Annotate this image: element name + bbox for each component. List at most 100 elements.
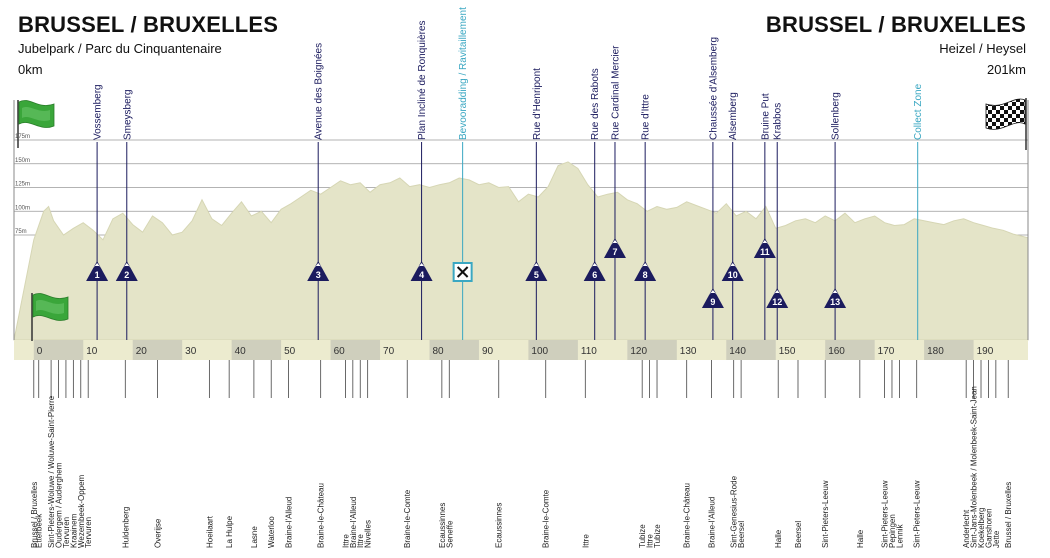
climb-name: Avenue des Boignées <box>314 43 325 140</box>
climb-marker-snow <box>831 290 840 295</box>
place-name: Lasne <box>250 526 259 548</box>
finish-title: BRUSSEL / BRUXELLES <box>765 12 1026 37</box>
climb-marker-icon <box>410 261 433 281</box>
start-flag-icon <box>17 100 55 148</box>
climb-marker-snow <box>122 263 131 268</box>
climb-marker-snow <box>93 263 102 268</box>
climb-number: 4 <box>419 270 424 280</box>
climb-number: 5 <box>534 270 539 280</box>
climb-number: 8 <box>643 270 648 280</box>
climb-marker-icon <box>525 261 548 281</box>
km-axis-block <box>231 340 282 360</box>
x-tick-label: 140 <box>729 346 746 357</box>
climb-name: Rue d'Henripont <box>532 68 543 140</box>
place-name: Braine-le-Château <box>683 483 692 548</box>
place-name: Overijse <box>153 518 162 548</box>
place-name: Sint-Pieters-Leeuw <box>821 480 830 548</box>
start-flag-icon <box>31 293 69 341</box>
place-name: Ittre <box>581 534 590 548</box>
finish-place: Heizel / Heysel <box>939 41 1026 56</box>
place-name: Oudergem / Auderghem <box>55 462 64 548</box>
climb-number: 13 <box>830 297 840 307</box>
climb-name: Rue d'Ittre <box>641 94 652 140</box>
x-tick-label: 100 <box>531 346 548 357</box>
climb-marker-snow <box>417 263 426 268</box>
place-name: Sint-Pieters-Leeuw <box>881 480 890 548</box>
climb-number: 7 <box>612 247 617 257</box>
place-name: Braine-le-Château <box>317 483 326 548</box>
km-axis: 0 10 20 30 40 50 60 70 80 90 100 110 120 130 140 150 160… <box>13 100 1029 360</box>
place-name: Braine-l'Alleud <box>349 497 358 548</box>
place-name: Koekelberg <box>977 508 986 548</box>
climb-marker-icon <box>721 261 744 281</box>
place-name: Tubize <box>653 524 662 548</box>
climb-number: 12 <box>772 297 782 307</box>
climb-marker-snow <box>610 240 619 245</box>
climb-marker-icon <box>603 238 626 258</box>
place-name: Etterbeek <box>35 513 44 548</box>
place-name: Braine-l'Alleud <box>707 497 716 548</box>
place-name: Ganshoren <box>984 508 993 548</box>
climb-marker-icon <box>824 288 847 308</box>
start-place: Jubelpark / Parc du Cinquantenaire <box>18 41 222 56</box>
place-name: La Hulpe <box>225 515 234 548</box>
x-tick-label: 10 <box>86 346 98 357</box>
climb-name: Alsemberg <box>728 92 739 140</box>
place-name: Lennik <box>895 523 904 548</box>
climb-marker-snow <box>760 240 769 245</box>
place-name: Waterloo <box>267 516 276 548</box>
x-tick-label: 80 <box>432 346 444 357</box>
x-tick-label: 60 <box>334 346 346 357</box>
climb-marker-snow <box>641 263 650 268</box>
checkered-flag-icon <box>985 98 1027 150</box>
place-name: Brussel / Bruxelles <box>30 482 39 548</box>
km-axis-block <box>924 340 974 360</box>
y-tick-label: 75m <box>15 229 27 235</box>
climb-marker-snow <box>773 290 782 295</box>
place-name: Ittre <box>356 534 365 548</box>
climb-name: Chaussée d'Alsemberg <box>708 37 719 140</box>
climb-name: Sollenberg <box>831 92 842 140</box>
start-title: BRUSSEL / BRUXELLES <box>18 12 279 37</box>
x-tick-label: 70 <box>383 346 395 357</box>
place-name: Beersel <box>737 521 746 548</box>
climb-number: 6 <box>592 270 597 280</box>
place-name: Tervuren <box>84 517 93 548</box>
climb-number: 3 <box>316 270 321 280</box>
place-name: Ittre <box>341 534 350 548</box>
x-tick-label: 130 <box>680 346 697 357</box>
place-name: Halle <box>856 529 865 548</box>
climb-marker-snow <box>708 290 717 295</box>
y-tick-label: 175m <box>15 134 30 140</box>
climb-marker-icon <box>307 261 330 281</box>
km-axis-block <box>429 340 479 360</box>
climb-number: 9 <box>710 297 715 307</box>
climb-marker-icon <box>583 261 606 281</box>
place-name: Braine-l'Alleud <box>285 497 294 548</box>
place-name: Hoeilaart <box>205 515 214 548</box>
x-tick-label: 20 <box>136 346 148 357</box>
climb-marker-snow <box>532 263 541 268</box>
finish-km: 201km <box>986 62 1026 77</box>
x-tick-label: 40 <box>235 346 247 357</box>
place-name: Sint-Pieters-Woluwe / Woluwe-Saint-Pierr… <box>47 395 56 548</box>
climb-marker-icon <box>86 261 109 281</box>
x-tick-label: 120 <box>630 346 647 357</box>
place-name: Sint-Pieters-Leeuw <box>913 480 922 548</box>
place-name: Halle <box>774 529 783 548</box>
climb-name: Bruine Put <box>760 93 771 140</box>
km-axis-block <box>33 340 84 360</box>
place-name: Ecaussinnes <box>495 503 504 548</box>
climb-marker-icon <box>634 261 657 281</box>
climb-number: 10 <box>728 270 738 280</box>
place-name: Sint-Genesius-Rode <box>730 475 739 548</box>
km-axis-block <box>825 340 875 360</box>
climb-name: Vossemberg <box>93 84 104 140</box>
place-name: Beersel <box>794 521 803 548</box>
climb-marker-icon <box>701 288 724 308</box>
climb-number: 1 <box>95 270 100 280</box>
x-tick-label: 110 <box>581 346 597 357</box>
